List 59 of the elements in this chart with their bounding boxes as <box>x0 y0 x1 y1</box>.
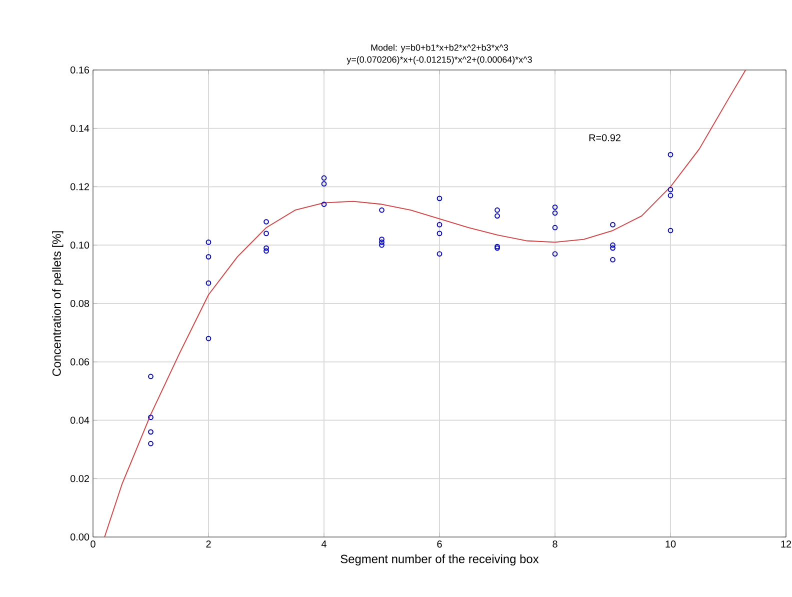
x-axis-title: Segment number of the receiving box <box>340 554 539 566</box>
point <box>552 224 558 230</box>
y-tick-label: 0.08 <box>70 300 90 308</box>
point <box>668 192 674 198</box>
point <box>436 222 442 228</box>
point <box>321 175 327 181</box>
point <box>379 240 384 245</box>
point <box>436 251 442 257</box>
chart-title: Model: y=b0+b1*x+b2*x^2+b3*x^3 <box>371 44 508 53</box>
point <box>610 257 616 262</box>
y-tick-label: 0.12 <box>70 183 89 190</box>
point <box>321 181 327 187</box>
point <box>668 152 674 158</box>
point <box>148 429 154 435</box>
y-tick-label: 0.10 <box>70 242 90 249</box>
point <box>206 240 212 245</box>
point <box>494 213 500 219</box>
point <box>148 440 154 446</box>
y-tick-label: 0.02 <box>70 475 89 482</box>
point <box>264 245 269 251</box>
x-tick-label: 8 <box>552 540 558 548</box>
point <box>436 230 442 236</box>
point <box>436 196 442 202</box>
point <box>148 374 154 380</box>
point <box>552 210 558 216</box>
point <box>610 245 616 251</box>
x-tick-label: 4 <box>321 540 326 548</box>
x-tick-label: 10 <box>666 540 676 548</box>
x-tick-label: 2 <box>206 540 211 548</box>
point <box>552 204 558 210</box>
point <box>379 242 384 248</box>
point <box>206 254 212 260</box>
point <box>264 230 269 236</box>
point <box>668 186 674 192</box>
y-tick-label: 0.04 <box>70 416 90 424</box>
y-tick-label: 0.06 <box>70 358 90 366</box>
x-tick-label: 12 <box>781 540 792 548</box>
point <box>264 219 269 224</box>
point <box>668 228 674 234</box>
point <box>494 207 500 213</box>
point <box>264 248 269 254</box>
y-tick-label: 0.00 <box>70 533 90 541</box>
x-tick-label: 0 <box>90 540 96 548</box>
point <box>148 414 154 420</box>
chart-subtitle: y=(0.070206)*x+(-0.01215)*x^2+(0.00064)*x^3 <box>346 56 532 64</box>
point <box>552 251 558 257</box>
point <box>610 222 616 228</box>
point <box>610 242 616 248</box>
point <box>379 207 384 213</box>
y-tick-label: 0.14 <box>70 124 90 132</box>
point <box>379 236 384 242</box>
annotation: R=0.92 <box>589 134 620 142</box>
y-tick-label: 0.16 <box>70 66 90 74</box>
point <box>321 202 327 207</box>
line-series <box>104 70 746 537</box>
x-tick-label: 6 <box>437 540 442 548</box>
point <box>206 280 212 286</box>
point <box>206 336 212 342</box>
y-axis-title: Concentration of pellets [%] <box>52 231 64 376</box>
